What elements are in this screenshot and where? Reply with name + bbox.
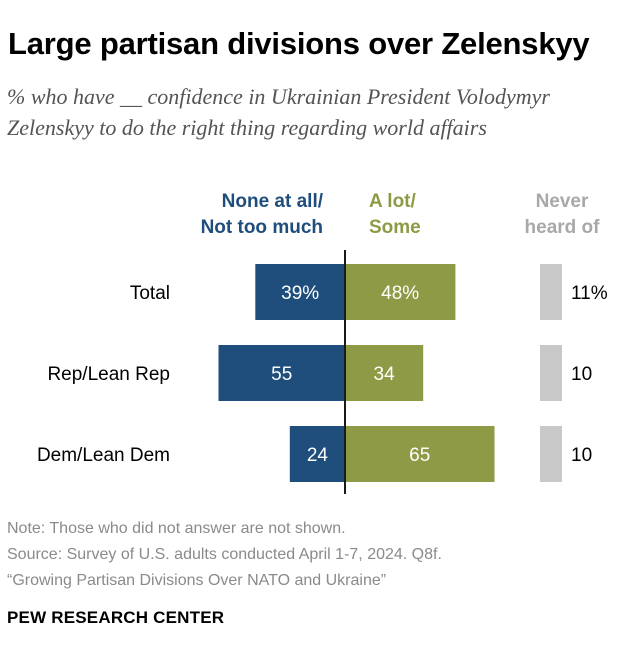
note-text: Note: Those who did not answer are not s… xyxy=(7,520,346,537)
legend-a-lot-some: A lot/ Some xyxy=(369,189,421,241)
value-label-none-rep-lean-rep: 55 xyxy=(271,364,292,385)
bar-none-dem-lean-dem xyxy=(289,426,345,482)
legend-never-line2: heard of xyxy=(524,217,600,238)
legend-never-line1: Never xyxy=(535,191,589,212)
bar-none-rep-lean-rep xyxy=(218,345,345,401)
value-label-never-total: 11% xyxy=(571,283,608,304)
value-label-none-dem-lean-dem: 24 xyxy=(307,445,329,466)
value-label-never-rep-lean-rep: 10 xyxy=(571,364,592,385)
bar-alot-rep-lean-rep xyxy=(345,345,424,401)
bar-never-total xyxy=(540,264,562,320)
legend-alot-line2: Some xyxy=(369,217,421,238)
value-label-alot-rep-lean-rep: 34 xyxy=(374,364,396,385)
report-title: “Growing Partisan Divisions Over NATO an… xyxy=(7,572,387,589)
pew-logo-text: PEW RESEARCH CENTER xyxy=(7,608,225,627)
legend-none-line2: Not too much xyxy=(200,217,323,238)
row-label-total: Total xyxy=(130,283,170,304)
bar-none-total xyxy=(255,264,345,320)
value-label-never-dem-lean-dem: 10 xyxy=(571,445,592,466)
value-label-alot-dem-lean-dem: 65 xyxy=(409,445,430,466)
row-label-dem-lean-dem: Dem/Lean Dem xyxy=(37,445,170,466)
value-label-alot-total: 48% xyxy=(381,283,419,304)
bar-alot-dem-lean-dem xyxy=(345,426,495,482)
chart-subtitle: % who have __ confidence in Ukrainian Pr… xyxy=(7,84,550,140)
footnotes: Note: Those who did not answer are not s… xyxy=(7,516,442,594)
legend-none-at-all: None at all/ Not too much xyxy=(201,189,323,241)
bar-never-dem-lean-dem xyxy=(540,426,562,482)
legend-alot-line1: A lot/ xyxy=(369,191,416,212)
legend-never-heard-of: Never heard of xyxy=(510,189,614,241)
bar-never-rep-lean-rep xyxy=(540,345,562,401)
chart-title: Large partisan divisions over Zelenskyy xyxy=(8,26,590,61)
source-text: Source: Survey of U.S. adults conducted … xyxy=(7,546,442,563)
legend-none-line1: None at all/ xyxy=(221,191,323,212)
value-label-none-total: 39% xyxy=(281,283,319,304)
bar-alot-total xyxy=(345,264,456,320)
row-label-rep-lean-rep: Rep/Lean Rep xyxy=(47,364,170,385)
